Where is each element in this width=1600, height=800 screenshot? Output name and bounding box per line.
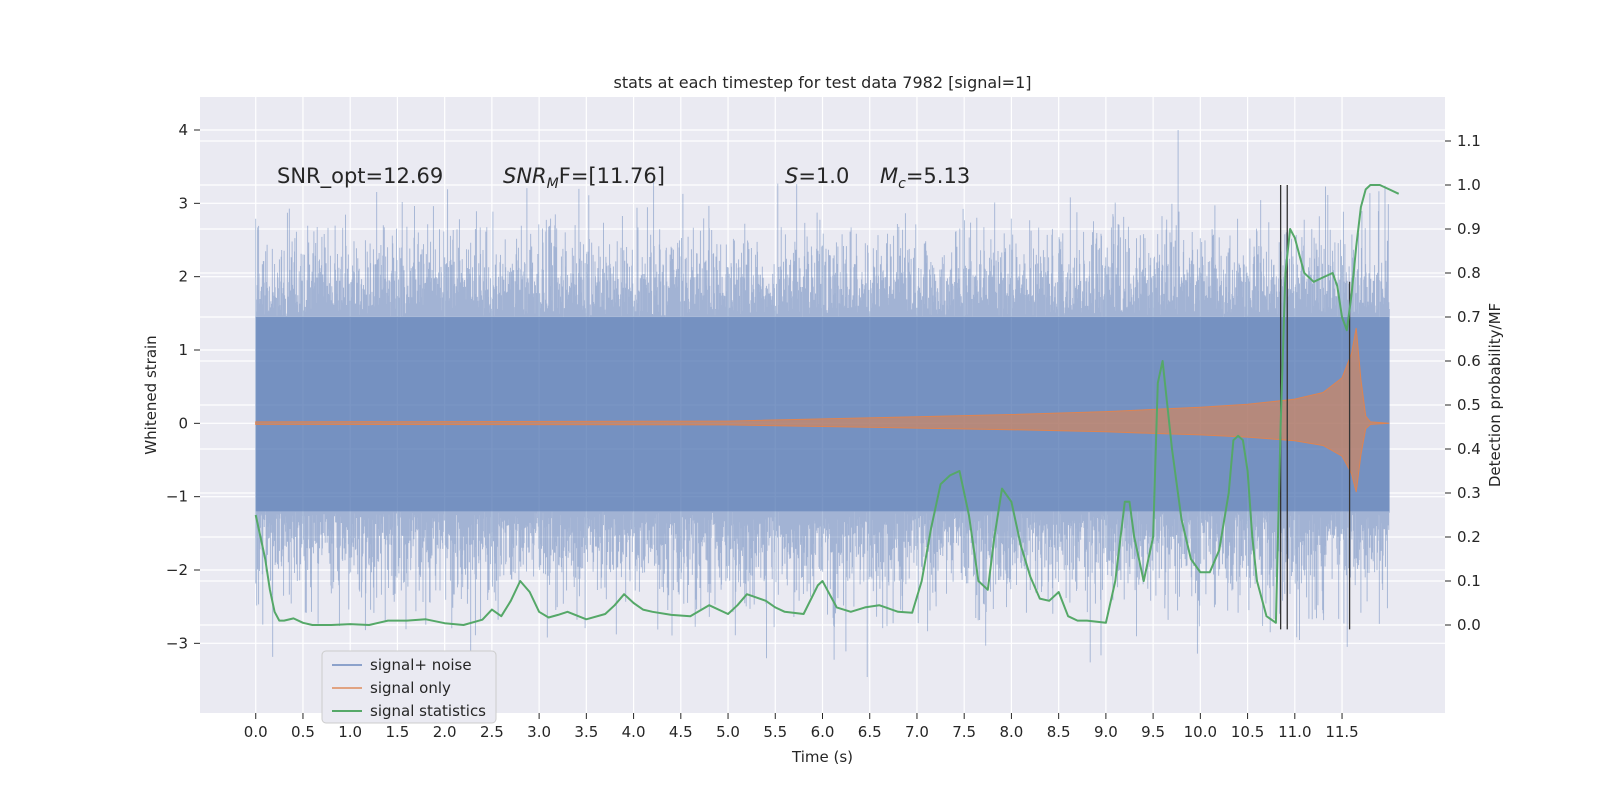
x-tick-label: 2.5 xyxy=(480,723,504,741)
y-right-tick-label: 0.1 xyxy=(1457,572,1481,590)
y-right-tick-label: 1.0 xyxy=(1457,176,1481,194)
x-tick-label: 5.5 xyxy=(763,723,787,741)
x-tick-label: 10.0 xyxy=(1184,723,1217,741)
y-axis-label: Whitened strain xyxy=(142,335,160,454)
y-right-tick-label: 0.5 xyxy=(1457,396,1481,414)
y-right-tick-label: 0.8 xyxy=(1457,264,1481,282)
y-right-tick-label: 0.9 xyxy=(1457,220,1481,238)
x-axis-label: Time (s) xyxy=(791,748,853,766)
y-right-tick-label: 0.0 xyxy=(1457,616,1481,634)
legend-box xyxy=(321,650,497,724)
annotation-snr-mf-sub: M xyxy=(547,176,559,192)
y-right-tick-label: 0.3 xyxy=(1457,484,1481,502)
legend-label-signal-only: signal only xyxy=(370,679,451,697)
annotation-s-value: =1.0 xyxy=(798,164,849,188)
stats-series xyxy=(254,184,1400,626)
annotation-snr-mf: SNRMF=[11.76] xyxy=(503,164,665,192)
annotation-s: S=1.0 xyxy=(785,164,849,188)
y-right-tick-label: 0.6 xyxy=(1457,352,1481,370)
legend-label-signal-statistics: signal statistics xyxy=(370,702,486,720)
x-tick-label: 7.0 xyxy=(905,723,929,741)
legend: signal+ noise signal only signal statist… xyxy=(321,650,497,724)
x-tick-label: 1.5 xyxy=(385,723,409,741)
x-tick-label: 7.5 xyxy=(952,723,976,741)
x-tick-label: 11.5 xyxy=(1325,723,1358,741)
signal-series-group xyxy=(255,327,1390,493)
x-tick-label: 0.5 xyxy=(291,723,315,741)
y-right-tick-label: 0.2 xyxy=(1457,528,1481,546)
x-tick-label: 1.0 xyxy=(338,723,362,741)
y-tick-label: 4 xyxy=(178,121,188,139)
annotation-mc-sub: c xyxy=(898,176,906,192)
annotation-s-symbol: S xyxy=(785,164,798,188)
annotation-snr-mf-tail: F=[11.76] xyxy=(559,164,665,188)
y-tick-label: 0 xyxy=(178,414,188,432)
annotation-mc-value: =5.13 xyxy=(906,164,970,188)
legend-label-signal-noise: signal+ noise xyxy=(370,656,472,674)
y-tick-label: 3 xyxy=(178,194,188,212)
y-axis-right-label: Detection probability/MF xyxy=(1486,303,1504,487)
y-tick-label: −2 xyxy=(166,561,188,579)
x-tick-label: 9.0 xyxy=(1094,723,1118,741)
annotation-mc-symbol: M xyxy=(880,164,898,188)
x-tick-label: 8.0 xyxy=(999,723,1023,741)
chart-title: stats at each timestep for test data 798… xyxy=(613,73,1031,92)
y-tick-label: −1 xyxy=(166,488,188,506)
annotation-snr-mf-base: SNR xyxy=(503,164,547,188)
signal-series xyxy=(255,327,1390,493)
x-tick-label: 4.5 xyxy=(669,723,693,741)
x-tick-label: 8.5 xyxy=(1047,723,1071,741)
y-tick-label: 1 xyxy=(178,341,188,359)
y-right-tick-label: 0.4 xyxy=(1457,440,1481,458)
x-tick-label: 6.5 xyxy=(858,723,882,741)
x-tick-label: 5.0 xyxy=(716,723,740,741)
annotation-mc: Mc=5.13 xyxy=(880,164,970,192)
y-tick-label: 2 xyxy=(178,268,188,286)
x-tick-label: 4.0 xyxy=(622,723,646,741)
axes: 0.0 0.5 1.0 1.5 2.0 2.5 3.0 3.5 4.0 4.5 5.0 5.5 6.0 6… xyxy=(166,121,1481,741)
stats-series-group xyxy=(254,184,1400,626)
y-right-tick-label: 1.1 xyxy=(1457,132,1481,150)
annotation-snr-opt: SNR_opt=12.69 xyxy=(277,164,443,189)
x-tick-label: 9.5 xyxy=(1141,723,1165,741)
x-tick-label: 3.5 xyxy=(574,723,598,741)
x-tick-label: 0.0 xyxy=(244,723,268,741)
x-tick-label: 3.0 xyxy=(527,723,551,741)
x-tick-label: 6.0 xyxy=(811,723,835,741)
x-tick-label: 11.0 xyxy=(1278,723,1311,741)
x-tick-label: 10.5 xyxy=(1231,723,1264,741)
y-right-tick-label: 0.7 xyxy=(1457,308,1481,326)
x-tick-label: 2.0 xyxy=(433,723,457,741)
y-tick-label: −3 xyxy=(166,634,188,652)
